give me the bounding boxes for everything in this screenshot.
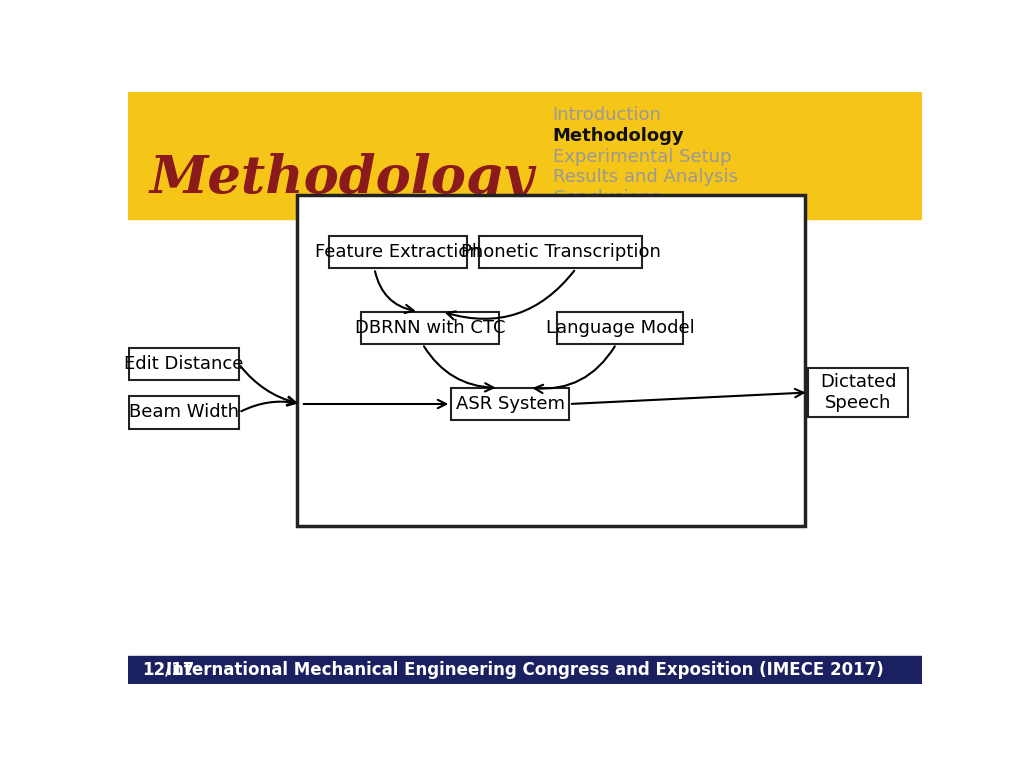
Text: Methodology: Methodology xyxy=(553,127,684,145)
Bar xyxy=(479,236,642,269)
Text: Experimental Setup: Experimental Setup xyxy=(553,147,731,166)
Text: International Mechanical Engineering Congress and Exposition (IMECE 2017): International Mechanical Engineering Con… xyxy=(166,660,884,679)
Text: Language Model: Language Model xyxy=(546,319,694,337)
Bar xyxy=(128,656,922,684)
Text: Phonetic Transcription: Phonetic Transcription xyxy=(461,243,660,261)
Bar xyxy=(361,312,500,344)
Bar xyxy=(129,396,239,429)
Bar xyxy=(557,312,683,344)
Text: ASR System: ASR System xyxy=(456,395,564,413)
Bar xyxy=(128,92,922,219)
Text: 12/17: 12/17 xyxy=(142,660,195,679)
Text: Methodology: Methodology xyxy=(150,153,535,205)
Text: Beam Width: Beam Width xyxy=(129,403,239,422)
Bar xyxy=(452,388,569,420)
Text: Feature Extraction: Feature Extraction xyxy=(314,243,480,261)
Bar xyxy=(297,194,805,525)
Text: Conclusions: Conclusions xyxy=(553,189,660,207)
Text: DBRNN with CTC: DBRNN with CTC xyxy=(355,319,506,337)
Bar xyxy=(329,236,467,269)
Text: Dictated
Speech: Dictated Speech xyxy=(820,373,896,412)
Text: Edit Distance: Edit Distance xyxy=(124,355,244,373)
Text: Results and Analysis: Results and Analysis xyxy=(553,168,737,187)
Text: Introduction: Introduction xyxy=(553,106,662,124)
Bar xyxy=(129,348,239,380)
Bar xyxy=(809,368,907,417)
